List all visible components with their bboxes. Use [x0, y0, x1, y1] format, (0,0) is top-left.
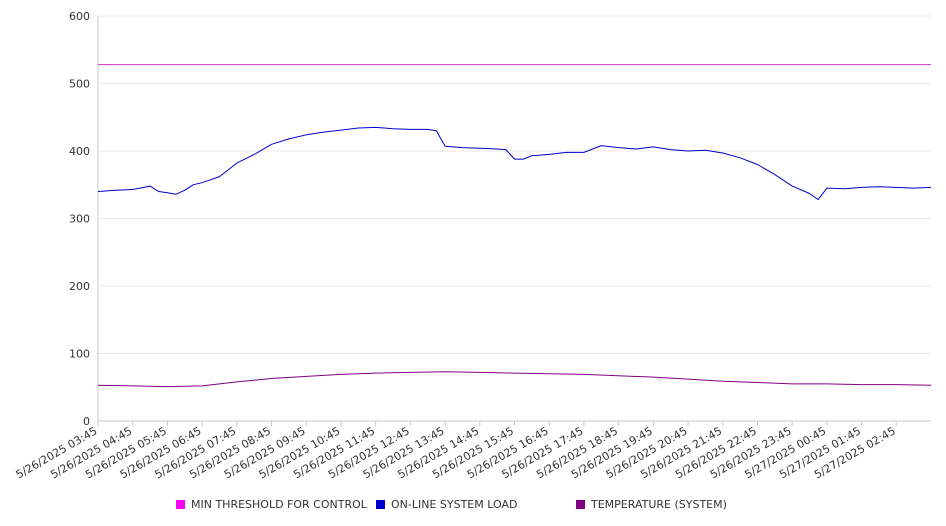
series-line-temperature: [97, 371, 932, 388]
legend-label-temperature: TEMPERATURE (SYSTEM): [591, 498, 727, 511]
series-line-system-load: [97, 126, 932, 201]
legend-item-min-threshold[interactable]: MIN THRESHOLD FOR CONTROL: [176, 498, 367, 511]
y-tick-label-300: 300: [69, 213, 90, 226]
y-tick-label-400: 400: [69, 145, 90, 158]
y-tick-label-500: 500: [69, 78, 90, 91]
y-tick-label-200: 200: [69, 280, 90, 293]
legend-label-system-load: ON-LINE SYSTEM LOAD: [391, 498, 518, 511]
legend: MIN THRESHOLD FOR CONTROL ON-LINE SYSTEM…: [0, 498, 946, 514]
legend-label-min-threshold: MIN THRESHOLD FOR CONTROL: [191, 498, 367, 511]
legend-swatch-temperature: [576, 500, 585, 509]
legend-swatch-system-load: [376, 500, 385, 509]
legend-swatch-min-threshold: [176, 500, 185, 509]
legend-item-temperature[interactable]: TEMPERATURE (SYSTEM): [576, 498, 727, 511]
legend-item-system-load[interactable]: ON-LINE SYSTEM LOAD: [376, 498, 517, 511]
y-tick-label-100: 100: [69, 348, 90, 361]
y-tick-label-600: 600: [69, 10, 90, 23]
y-tick-label-0: 0: [83, 415, 90, 428]
